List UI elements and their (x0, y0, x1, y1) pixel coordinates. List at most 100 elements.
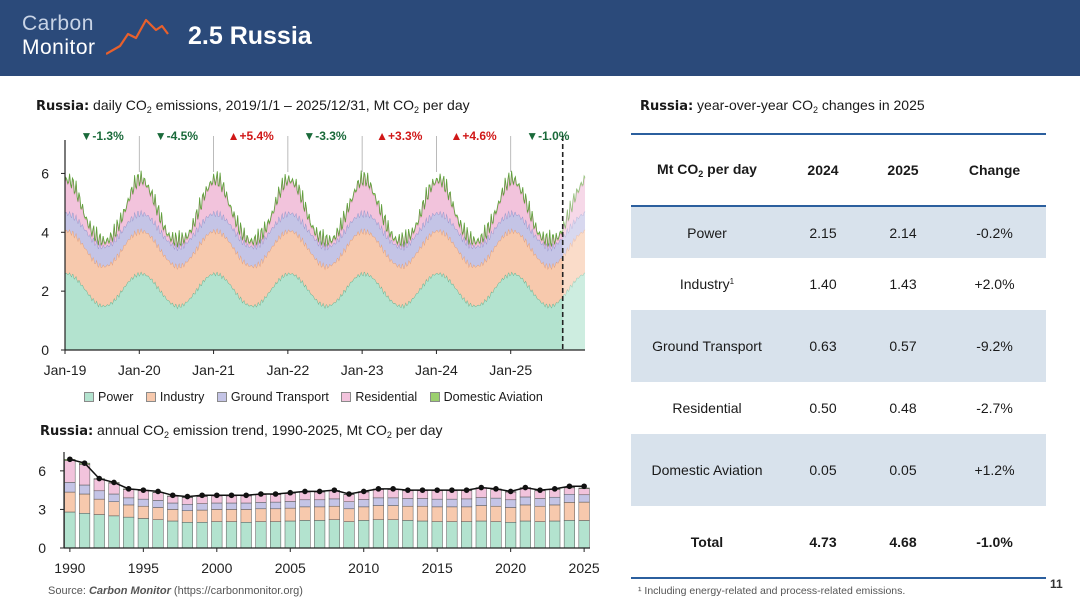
bar-segment-industry (372, 505, 384, 520)
bar-segment-ground-transport (328, 498, 340, 507)
bar-segment-ground-transport (387, 497, 399, 506)
bar-segment-power (255, 521, 267, 549)
bar-segment-industry (270, 508, 282, 522)
bar-segment-power (299, 520, 311, 549)
bar-segment-industry (563, 502, 575, 521)
value-change: +1.2% (974, 462, 1015, 478)
total-point (375, 486, 382, 492)
col-header-2024: 2024 (807, 162, 839, 178)
value-change: +2.0% (974, 276, 1015, 292)
carbon-monitor-logo: Carbon Monitor (22, 12, 172, 62)
total-point (96, 475, 103, 482)
bar-segment-industry (284, 507, 296, 522)
total-label: Total (690, 533, 724, 550)
total-point (287, 489, 294, 496)
row-label: Industry1 (679, 276, 735, 292)
bar-segment-ground-transport (240, 502, 252, 510)
bar-segment-ground-transport (284, 501, 296, 509)
bar-segment-ground-transport (431, 498, 443, 508)
bar-segment-industry (314, 506, 326, 521)
row-label: Ground Transport (652, 338, 762, 354)
legend-item-residential: Residential (341, 390, 417, 404)
bar-segment-power (211, 521, 223, 549)
total-point (434, 487, 440, 493)
table-header-row: Mt CO2 per day 2024 2025 Change (631, 134, 1046, 206)
annual-change-label: ▼-1.3% (81, 129, 125, 143)
x-tick-label: Jan-25 (489, 362, 532, 378)
value-2024: 0.50 (809, 400, 837, 416)
bar-segment-power (563, 520, 575, 549)
total-2024: 4.73 (809, 533, 837, 550)
bar-segment-ground-transport (211, 502, 223, 510)
y-tick-label: 4 (41, 224, 49, 240)
x-tick-label: Jan-22 (266, 362, 309, 378)
x-tick-label: 2020 (495, 560, 526, 576)
daily-emissions-chart: 0 2 4 6 ▼-1.3% ▼-4.5% ▲+5.4% ▼-3.3% ▲+3.3% ▲+4.6%… (41, 129, 586, 378)
total-point (140, 487, 147, 493)
total-line (69, 458, 585, 498)
bar-segment-industry (211, 509, 223, 522)
total-point (360, 488, 367, 495)
row-label: Residential (672, 400, 742, 416)
bar-segment-industry (255, 508, 267, 522)
total-point (449, 487, 455, 493)
x-tick-label: 1990 (54, 560, 85, 576)
value-2025: 0.05 (889, 462, 917, 478)
bar-segment-ground-transport (167, 502, 179, 510)
total-point (537, 487, 543, 493)
total-point (331, 487, 338, 493)
bar-segment-ground-transport (519, 496, 531, 506)
bar-segment-ground-transport (270, 501, 282, 510)
bar-segment-power (416, 520, 429, 549)
bar-segment-ground-transport (505, 499, 517, 508)
total-point (199, 492, 205, 499)
bar-segment-industry (93, 498, 105, 515)
area-series-residential (65, 172, 585, 251)
total-point (390, 486, 396, 492)
bar-segment-industry (534, 505, 546, 522)
total-point (581, 483, 587, 490)
bar-segment-power (270, 521, 282, 549)
bar-segment-power (446, 521, 458, 549)
bar-segment-power (93, 514, 105, 549)
table-row: Residential 0.50 0.48 -2.7% (631, 382, 1046, 434)
bar-segment-ground-transport (255, 502, 267, 510)
bar-segment-ground-transport (534, 498, 546, 507)
bar-segment-power (181, 522, 193, 549)
annual-change-label: ▼-4.5% (155, 129, 199, 143)
bar-segment-power (225, 521, 238, 549)
total-point (111, 479, 117, 486)
total-point (169, 492, 176, 499)
total-point (302, 488, 308, 495)
bar-segment-power (431, 521, 443, 549)
total-point (81, 460, 88, 466)
bar-segment-ground-transport (181, 504, 193, 511)
value-2024: 1.40 (809, 276, 837, 292)
annual-change-label: ▲+5.4% (228, 129, 275, 143)
bar-segment-industry (123, 504, 135, 518)
bar-segment-ground-transport (416, 498, 429, 507)
bar-segment-power (358, 520, 370, 549)
x-tick-label: 2000 (201, 560, 232, 576)
y-tick-label: 2 (41, 283, 49, 299)
bar-segment-industry (358, 506, 370, 521)
table-total-row: Total 4.73 4.68 -1.0% (631, 506, 1046, 578)
bar-segment-ground-transport (123, 497, 135, 506)
yoy-table-title: Russia: year-over-year CO2 changes in 20… (640, 97, 925, 115)
bar-segment-power (549, 520, 561, 549)
bar-segment-industry (549, 504, 561, 522)
x-tick-label: 2010 (348, 560, 379, 576)
bar-segment-industry (79, 493, 91, 514)
total-point (272, 491, 279, 497)
bar-segment-industry (196, 509, 208, 523)
bar-segment-industry (490, 505, 502, 522)
bar-segment-power (490, 521, 502, 549)
bar-segment-residential (64, 460, 76, 483)
annual-chart-title: Russia: annual CO2 emission trend, 1990-… (40, 422, 443, 440)
col-header-change: Change (968, 162, 1021, 178)
bar-segment-power (475, 520, 487, 549)
value-change: -2.7% (976, 400, 1013, 416)
logo-text-monitor: Monitor (22, 36, 96, 59)
bar-segment-industry (578, 501, 590, 521)
bar-segment-power (123, 516, 135, 549)
